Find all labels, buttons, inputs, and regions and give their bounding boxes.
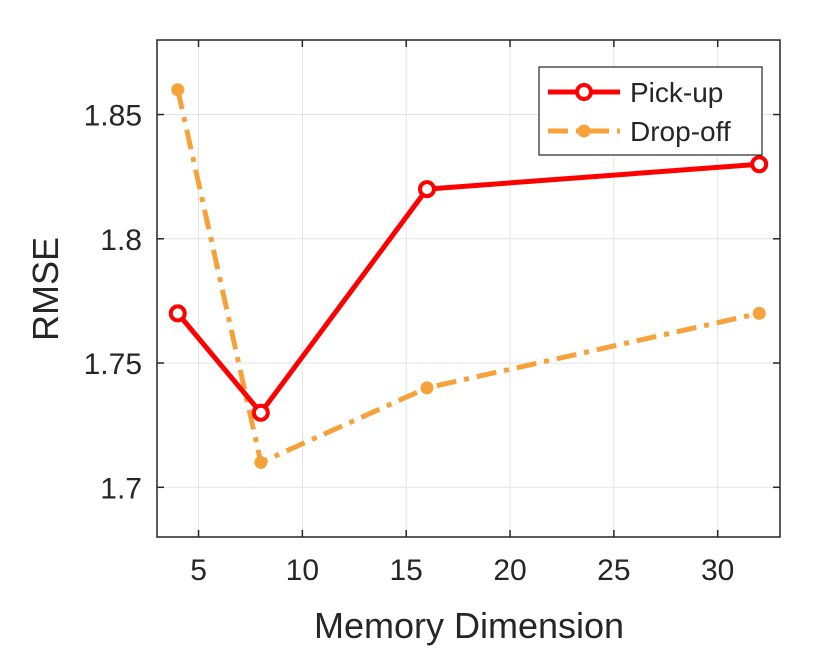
y-tick-label: 1.8	[100, 224, 142, 257]
point-pick-up	[168, 304, 187, 323]
axis-ticks	[157, 40, 780, 537]
series-line-pick-up	[175, 161, 760, 416]
point-drop-off	[171, 83, 185, 97]
legend-label-drop-off: Drop-off	[630, 116, 731, 147]
legend-box	[538, 66, 763, 156]
x-tick-label: 15	[390, 554, 423, 587]
point-drop-off	[254, 455, 268, 469]
legend-marker-drop-off	[577, 124, 591, 138]
x-axis-title: Memory Dimension	[314, 605, 624, 646]
point-pick-up	[750, 155, 769, 174]
point-drop-off	[752, 306, 766, 320]
point-drop-off	[420, 381, 434, 395]
plot-frame	[156, 39, 781, 538]
x-tick-label: 20	[493, 554, 526, 587]
y-axis-title: RMSE	[25, 237, 66, 341]
tick-labels: 5 10 15 20 25 30 1.7 1.75 1.8 1.85	[84, 100, 735, 587]
y-tick-label: 1.85	[84, 100, 142, 133]
x-tick-label: 5	[190, 554, 207, 587]
point-pick-up	[417, 180, 436, 199]
legend: Pick-up Drop-off	[538, 66, 763, 156]
point-pick-up	[251, 403, 270, 422]
x-tick-label: 30	[701, 554, 734, 587]
legend-label-pick-up: Pick-up	[630, 77, 723, 108]
x-tick-label: 10	[286, 554, 319, 587]
series-layer	[168, 83, 769, 469]
legend-marker-pick-up	[575, 83, 593, 101]
x-tick-label: 25	[597, 554, 630, 587]
y-tick-label: 1.75	[84, 348, 142, 381]
y-tick-label: 1.7	[100, 472, 142, 505]
